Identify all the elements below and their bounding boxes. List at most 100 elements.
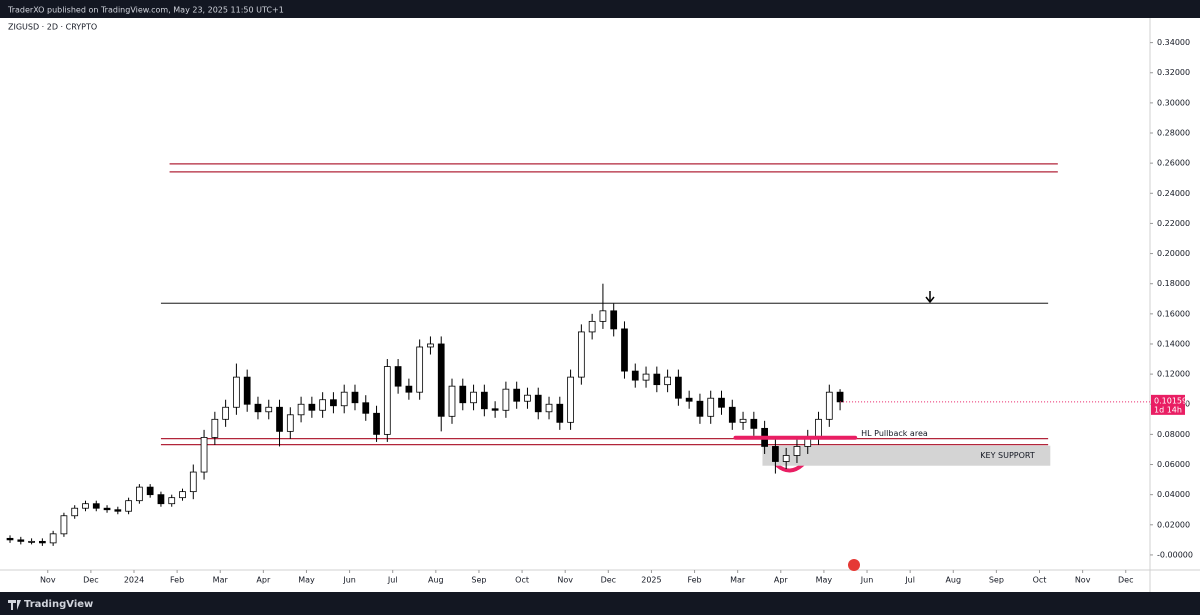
candle-body (480, 391, 488, 410)
candle-body (17, 539, 25, 542)
y-tick-label: 0.12000 (1157, 370, 1190, 379)
candle-body (82, 503, 89, 509)
candle-body (718, 397, 725, 408)
y-tick-label: 0.22000 (1157, 219, 1190, 228)
candle-body (513, 388, 521, 402)
candle-body (373, 412, 380, 435)
x-tick-label: 2024 (124, 576, 144, 585)
candle-body (179, 491, 186, 499)
countdown-label: 1d 14h (1154, 405, 1182, 414)
x-tick-label: Dec (1118, 576, 1133, 585)
x-tick-label: Mar (213, 576, 229, 585)
candle-body (286, 414, 294, 432)
candle-body (427, 343, 434, 348)
candle-body (28, 540, 35, 543)
x-tick-label: May (816, 576, 833, 585)
y-tick-label: 0.14000 (1157, 339, 1190, 348)
x-tick-label: Mar (730, 576, 746, 585)
last-price-label: 0.10159 (1154, 396, 1187, 405)
candle-body (696, 400, 704, 417)
y-tick-label: 0.08000 (1157, 430, 1190, 439)
candle-body (146, 486, 154, 496)
candle-body (556, 403, 564, 423)
y-tick-label: 0.30000 (1157, 98, 1190, 107)
candle-body (297, 403, 305, 416)
y-tick-label: 0.26000 (1157, 159, 1190, 168)
candle-body (60, 515, 68, 535)
header-text: TraderXO published on TradingView.com, M… (7, 6, 284, 15)
chart-area (0, 18, 1200, 592)
logo (8, 600, 21, 610)
footer-brand: TradingView (24, 599, 93, 610)
y-tick-label: 0.04000 (1157, 490, 1190, 499)
event-icon[interactable] (848, 559, 860, 571)
candle-body (502, 388, 510, 411)
y-tick-label: 0.18000 (1157, 279, 1190, 288)
x-tick-label: Sep (471, 576, 486, 585)
candle-body (6, 537, 14, 541)
candle-body (728, 406, 736, 423)
candle-body (383, 366, 391, 435)
candle-body (621, 328, 628, 372)
candle-body (265, 406, 273, 413)
x-tick-label: Oct (1033, 576, 1047, 585)
x-tick-label: Jun (342, 576, 356, 585)
y-tick-label: 0.02000 (1157, 520, 1190, 529)
candle-body (750, 418, 758, 429)
candle-body (168, 497, 176, 505)
header-bar (0, 0, 1200, 18)
candle-body (459, 385, 467, 404)
y-tick-label: 0.28000 (1157, 129, 1190, 138)
candle-body (599, 310, 607, 322)
candle-body (534, 394, 542, 413)
candle-body (211, 418, 219, 438)
candle-body (470, 391, 477, 404)
candle-body (243, 376, 251, 405)
x-tick-label: Apr (774, 576, 789, 585)
candle-body (825, 391, 833, 420)
candle-body (545, 403, 553, 413)
candle-body (448, 385, 456, 417)
symbol-title: ZIGUSD · 2D · CRYPTO (8, 23, 97, 32)
x-tick-label: Dec (83, 576, 98, 585)
candle-body (631, 370, 639, 381)
candle-body (653, 373, 661, 386)
candle-body (189, 471, 197, 493)
candle-body (222, 406, 229, 420)
candle-body (642, 373, 650, 381)
candle-body (340, 391, 348, 407)
candle-body (49, 533, 57, 544)
candle-body (200, 436, 208, 473)
candle-body (136, 486, 143, 502)
candle-body (491, 408, 499, 411)
candle-body (836, 391, 844, 403)
y-tick-label: 0.24000 (1157, 189, 1190, 198)
candle-body (125, 500, 132, 512)
x-tick-label: Nov (40, 576, 56, 585)
footer-bar (0, 592, 1200, 615)
candle-body (588, 320, 596, 333)
candle-body (577, 331, 585, 378)
candle-body (782, 455, 790, 462)
candle-body (103, 507, 111, 511)
x-tick-label: Nov (557, 576, 573, 585)
candle-body (416, 346, 424, 393)
y-tick-label: 0.06000 (1157, 460, 1190, 469)
candle-body (707, 397, 715, 417)
y-tick-label: -0.00000 (1157, 550, 1193, 559)
x-tick-label: Feb (687, 576, 701, 585)
candle-body (772, 446, 779, 462)
candle-body (815, 418, 822, 438)
x-tick-label: Aug (428, 576, 444, 585)
candle-body (405, 385, 413, 393)
x-tick-label: 2025 (641, 576, 661, 585)
candle-body (114, 509, 122, 512)
candle-body (675, 376, 682, 399)
arrow (925, 291, 935, 304)
candle-body (39, 540, 46, 544)
candle-body (362, 402, 370, 414)
candle-body (793, 446, 801, 456)
candle-body (276, 406, 283, 432)
